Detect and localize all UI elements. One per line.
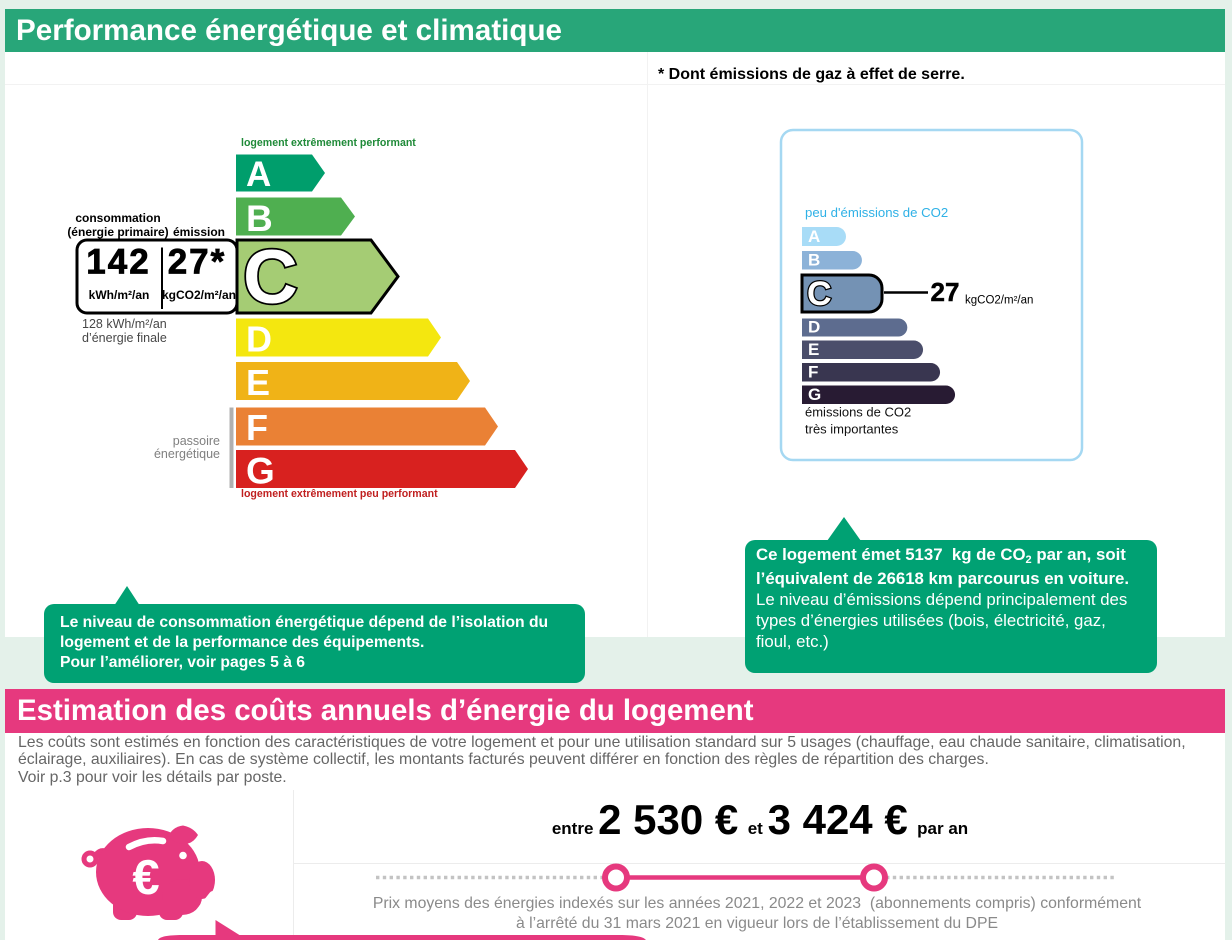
svg-text:peu d'émissions de CO2: peu d'émissions de CO2 [805,205,948,220]
svg-text:E: E [808,340,819,359]
svg-text:27*: 27* [168,243,227,282]
svg-text:27: 27 [931,277,960,307]
svg-text:128 kWh/m²/an: 128 kWh/m²/an [82,317,167,331]
svg-text:consommation: consommation [75,211,160,225]
svg-text:kWh/m²/an: kWh/m²/an [89,288,150,302]
svg-text:(énergie primaire): (énergie primaire) [67,225,168,239]
svg-text:logement extrêmement peu perfo: logement extrêmement peu performant [241,488,438,500]
svg-text:G: G [808,385,821,404]
svg-text:€: € [132,851,159,905]
svg-text:F: F [808,363,818,382]
svg-text:A: A [246,155,271,194]
svg-text:kgCO2/m²/an: kgCO2/m²/an [965,295,1033,307]
svg-text:C: C [243,235,298,320]
svg-text:142: 142 [86,243,150,282]
svg-text:G: G [246,451,275,492]
svg-text:énergétique: énergétique [154,447,220,461]
svg-text:B: B [808,251,820,270]
svg-text:très importantes: très importantes [805,422,899,437]
svg-text:émission: émission [173,225,225,239]
svg-text:D: D [246,319,272,360]
svg-text:D: D [808,318,820,337]
svg-text:passoire: passoire [173,434,220,448]
svg-text:d’énergie finale: d’énergie finale [82,331,167,345]
svg-text:E: E [246,362,270,403]
svg-text:C: C [807,275,832,313]
svg-text:F: F [246,407,268,448]
svg-text:logement extrêmement performan: logement extrêmement performant [241,137,416,149]
svg-text:B: B [246,198,273,239]
svg-text:A: A [808,227,820,246]
svg-text:émissions de CO2: émissions de CO2 [805,405,911,420]
svg-text:kgCO2/m²/an: kgCO2/m²/an [162,288,236,302]
